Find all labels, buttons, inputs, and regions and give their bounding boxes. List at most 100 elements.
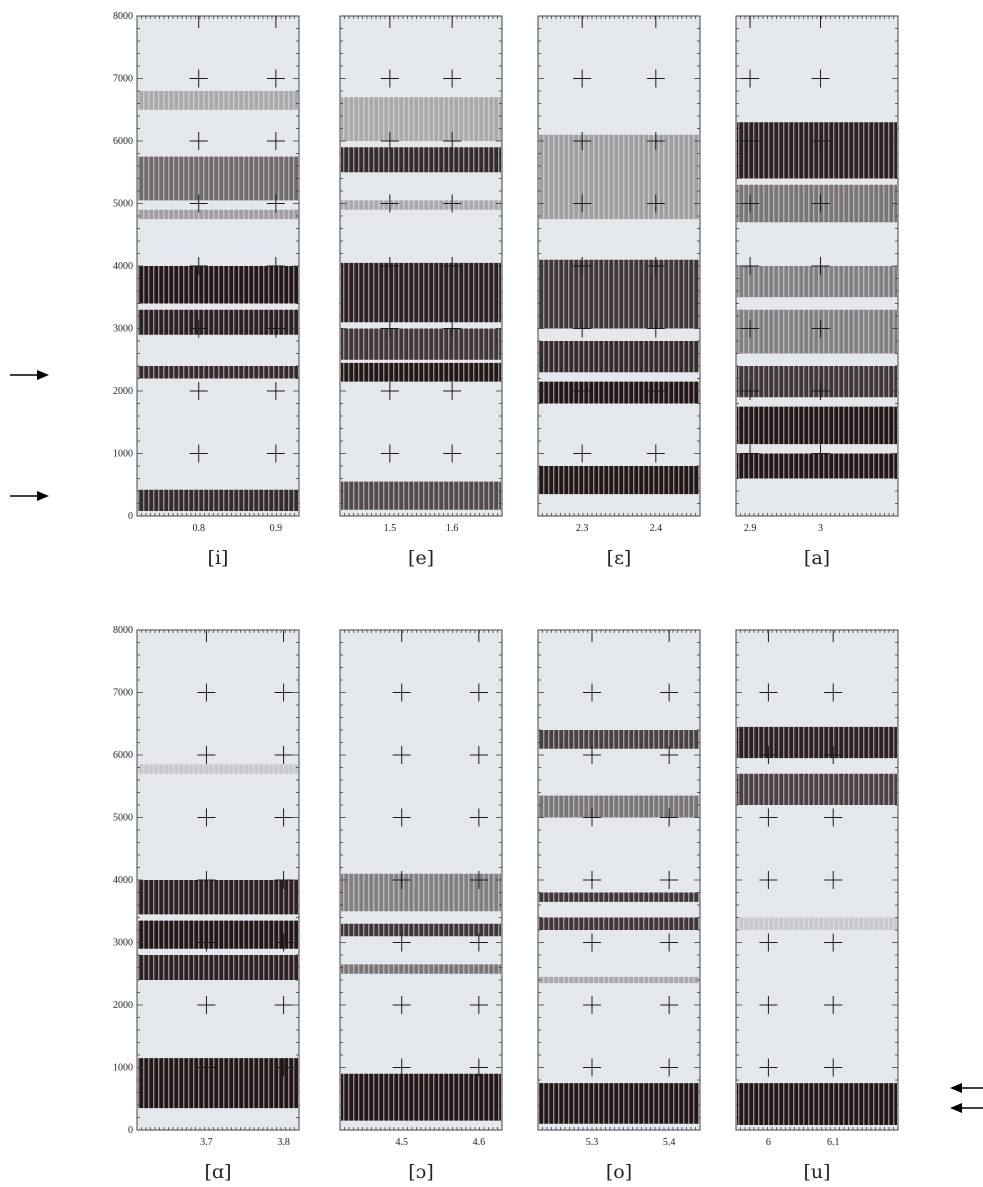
grid-cross-marker bbox=[759, 1058, 778, 1077]
grid-cross-marker bbox=[660, 871, 679, 889]
x-tick-label: 5.3 bbox=[586, 1137, 599, 1148]
grid-cross-marker bbox=[646, 69, 665, 88]
grid-cross-marker bbox=[811, 69, 830, 88]
grid-cross-marker bbox=[392, 1058, 411, 1077]
formant-band bbox=[737, 453, 897, 479]
vowel-label: [e] bbox=[408, 547, 434, 569]
grid-cross-marker bbox=[380, 382, 399, 400]
grid-cross-marker bbox=[824, 746, 843, 764]
grid-cross-marker bbox=[741, 132, 760, 150]
grid-cross-marker bbox=[274, 808, 293, 827]
y-tick-label: 4000 bbox=[113, 261, 133, 272]
formant-band bbox=[138, 1058, 298, 1109]
grid-cross-marker bbox=[189, 382, 208, 400]
arrow-left-icon bbox=[950, 1083, 983, 1093]
formant-band bbox=[539, 730, 699, 749]
x-tick-label: 0.9 bbox=[270, 523, 283, 534]
grid-cross-marker bbox=[197, 746, 216, 764]
y-tick-label: 6000 bbox=[113, 136, 133, 147]
grid-cross-marker bbox=[266, 319, 285, 338]
grid-cross-marker bbox=[189, 132, 208, 150]
grid-cross-marker bbox=[197, 1058, 216, 1077]
grid-cross-marker bbox=[824, 1058, 843, 1077]
vowel-label: [a] bbox=[804, 547, 830, 569]
formant-arrows bbox=[10, 370, 983, 1113]
arrow-left-icon bbox=[950, 1103, 983, 1113]
formant-band bbox=[341, 873, 501, 912]
grid-cross-marker bbox=[274, 871, 293, 889]
formant-band bbox=[539, 134, 699, 220]
grid-cross-marker bbox=[189, 257, 208, 275]
grid-cross-marker bbox=[811, 444, 830, 463]
spectrogram-panel: 0.8 0.9 0 1000 2000 3000 4000 5000 6000 7000 8000 [… bbox=[113, 11, 300, 569]
y-tick-label: 2000 bbox=[113, 1000, 133, 1011]
grid-cross-marker bbox=[583, 871, 601, 889]
y-tick-label: 8000 bbox=[113, 625, 133, 636]
y-tick-label: 2000 bbox=[113, 386, 133, 397]
formant-band bbox=[341, 147, 501, 173]
formant-band bbox=[737, 773, 897, 805]
grid-cross-marker bbox=[759, 871, 778, 889]
grid-cross-marker bbox=[274, 996, 293, 1014]
arrow-right-icon bbox=[10, 491, 49, 501]
grid-cross-marker bbox=[660, 996, 679, 1014]
grid-cross-marker bbox=[443, 382, 462, 400]
grid-cross-marker bbox=[274, 683, 293, 702]
x-tick-label: 3 bbox=[818, 523, 823, 534]
grid-cross-marker bbox=[189, 444, 208, 463]
formant-band bbox=[737, 406, 897, 445]
grid-cross-marker bbox=[443, 194, 462, 213]
spectrogram-panel: 5.3 5.4 [o] bbox=[537, 629, 701, 1183]
grid-cross-marker bbox=[197, 933, 216, 952]
formant-band bbox=[539, 341, 699, 373]
formant-band bbox=[539, 259, 699, 329]
spectrogram-panel: 4.5 4.6 [ɔ] bbox=[339, 629, 503, 1183]
x-tick-label: 6 bbox=[766, 1137, 771, 1148]
grid-cross-marker bbox=[824, 871, 843, 889]
formant-band bbox=[341, 97, 501, 141]
grid-cross-marker bbox=[573, 319, 592, 338]
y-tick-label: 0 bbox=[128, 511, 133, 522]
grid-cross-marker bbox=[266, 194, 285, 213]
grid-cross-marker bbox=[573, 257, 592, 275]
formant-band bbox=[737, 366, 897, 398]
grid-cross-marker bbox=[741, 444, 760, 463]
panel-frame bbox=[136, 15, 300, 517]
formant-band bbox=[138, 955, 298, 980]
spectrogram-panel: 1.5 1.6 [e] bbox=[339, 15, 503, 569]
formant-band bbox=[341, 1073, 501, 1121]
grid-cross-marker bbox=[583, 933, 601, 952]
formant-band bbox=[341, 200, 501, 210]
x-tick-label: 3.8 bbox=[277, 1137, 290, 1148]
grid-cross-marker bbox=[189, 69, 208, 88]
panel-frame bbox=[339, 629, 503, 1131]
formant-band bbox=[138, 489, 298, 511]
grid-cross-marker bbox=[741, 319, 760, 338]
grid-cross-marker bbox=[741, 382, 760, 400]
vowel-label: [u] bbox=[803, 1161, 830, 1183]
x-tick-label: 0.8 bbox=[192, 523, 205, 534]
grid-cross-marker bbox=[266, 132, 285, 150]
grid-cross-marker bbox=[646, 319, 665, 338]
grid-cross-marker bbox=[824, 683, 843, 702]
grid-cross-marker bbox=[380, 69, 399, 88]
grid-cross-marker bbox=[197, 808, 216, 827]
formant-band bbox=[341, 923, 501, 937]
grid-cross-marker bbox=[189, 194, 208, 213]
x-tick-label: 2.4 bbox=[650, 523, 663, 534]
grid-cross-marker bbox=[759, 933, 778, 952]
grid-cross-marker bbox=[759, 808, 778, 827]
x-tick-label: 4.6 bbox=[473, 1137, 486, 1148]
grid-cross-marker bbox=[380, 444, 399, 463]
grid-cross-marker bbox=[392, 996, 411, 1014]
grid-cross-marker bbox=[646, 132, 665, 150]
formant-band bbox=[138, 156, 298, 201]
formant-band bbox=[341, 481, 501, 510]
grid-cross-marker bbox=[646, 257, 665, 275]
grid-cross-marker bbox=[189, 319, 208, 338]
formant-band bbox=[341, 964, 501, 974]
y-tick-label: 1000 bbox=[113, 1063, 133, 1074]
x-tick-label: 2.3 bbox=[576, 523, 589, 534]
grid-cross-marker bbox=[469, 746, 488, 764]
grid-cross-marker bbox=[824, 933, 843, 952]
